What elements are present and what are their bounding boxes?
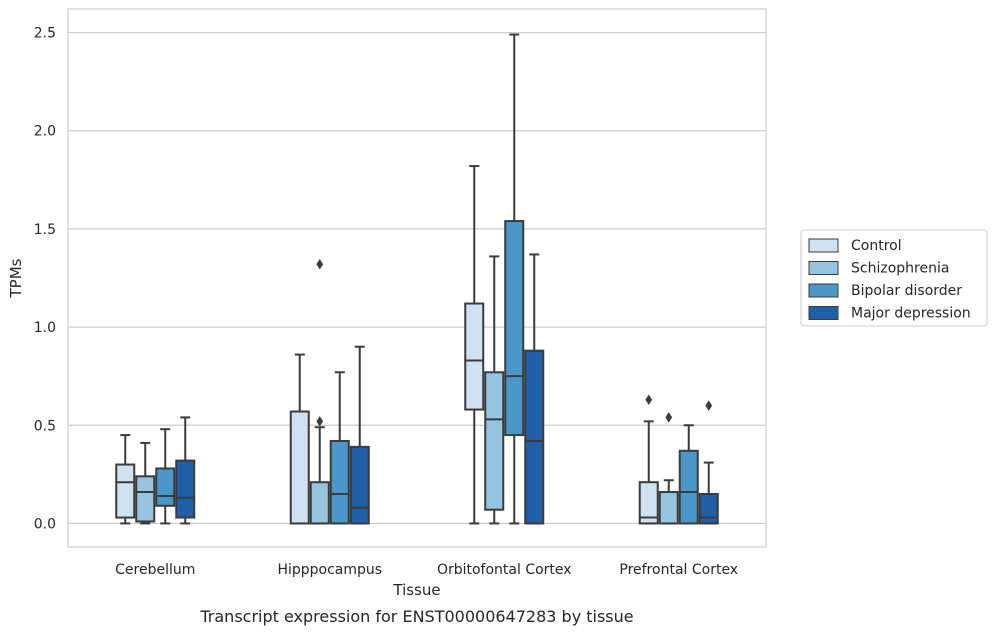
legend-swatch bbox=[808, 238, 839, 253]
iqr-box bbox=[484, 371, 505, 511]
box-prefrontal-cortex-control bbox=[638, 394, 659, 525]
outlier-point bbox=[316, 259, 324, 270]
iqr-box bbox=[309, 481, 330, 525]
iqr-box bbox=[329, 439, 350, 525]
box-prefrontal-cortex-major-depression bbox=[698, 400, 719, 525]
box-hipppocampus-schizophrenia bbox=[309, 259, 330, 525]
box-orbitofontal-cortex-major-depression bbox=[524, 253, 545, 525]
iqr-box bbox=[524, 349, 545, 525]
y-tick-label: 0.5 bbox=[34, 418, 56, 434]
x-tick-label-orbitofontal-cortex: Orbitofontal Cortex bbox=[437, 562, 572, 578]
series-control bbox=[115, 165, 659, 525]
chart-caption: Transcript expression for ENST0000064728… bbox=[199, 607, 633, 626]
iqr-box bbox=[349, 445, 370, 525]
x-tick-label-hipppocampus: Hipppocampus bbox=[277, 562, 382, 578]
legend-swatch bbox=[808, 306, 839, 320]
legend-item-schizophrenia: Schizophrenia bbox=[808, 261, 949, 277]
legend-item-bipolar-disorder: Bipolar disorder bbox=[808, 283, 962, 299]
x-tick-label-prefrontal-cortex: Prefrontal Cortex bbox=[619, 562, 738, 578]
legend-label: Control bbox=[851, 238, 902, 254]
iqr-box bbox=[678, 449, 699, 525]
box-orbitofontal-cortex-bipolar-disorder bbox=[504, 33, 525, 525]
y-tick-label: 0.0 bbox=[34, 516, 56, 532]
legend: Control Schizophrenia Bipolar disorder Majo… bbox=[800, 229, 988, 327]
box-hipppocampus-major-depression bbox=[349, 345, 370, 525]
series-schizophrenia bbox=[135, 255, 679, 525]
box-prefrontal-cortex-bipolar-disorder bbox=[678, 424, 699, 525]
box-orbitofontal-cortex-control bbox=[464, 165, 485, 525]
legend-label: Bipolar disorder bbox=[851, 283, 962, 299]
legend-frame bbox=[800, 229, 988, 327]
iqr-box bbox=[638, 481, 659, 525]
series-bipolar-disorder bbox=[155, 33, 699, 525]
y-tick-label: 2.0 bbox=[34, 124, 56, 140]
legend-item-control: Control bbox=[808, 238, 902, 254]
y-axis-ticks: 0.0 0.5 1.0 1.5 2.0 2.5 bbox=[34, 26, 56, 533]
plot-area bbox=[67, 8, 767, 548]
box-cerebellum-bipolar-disorder bbox=[155, 428, 176, 525]
box-prefrontal-cortex-schizophrenia bbox=[658, 412, 679, 525]
box-cerebellum-control bbox=[115, 434, 136, 525]
legend-label: Schizophrenia bbox=[851, 261, 949, 277]
iqr-box bbox=[658, 491, 679, 525]
box-hipppocampus-bipolar-disorder bbox=[329, 371, 350, 525]
box-hipppocampus-control bbox=[289, 353, 310, 525]
box-orbitofontal-cortex-schizophrenia bbox=[484, 255, 505, 525]
x-axis-label: Tissue bbox=[392, 581, 440, 599]
y-tick-label: 2.5 bbox=[34, 26, 56, 42]
gridlines bbox=[68, 31, 766, 525]
outlier-point bbox=[316, 416, 324, 427]
iqr-box bbox=[289, 410, 310, 525]
iqr-box bbox=[135, 475, 156, 523]
y-tick-label: 1.0 bbox=[34, 320, 56, 336]
iqr-box bbox=[115, 463, 136, 519]
legend-item-major-depression: Major depression bbox=[808, 306, 971, 322]
iqr-box bbox=[155, 467, 176, 507]
box-cerebellum-schizophrenia bbox=[135, 441, 156, 525]
iqr-box bbox=[504, 220, 525, 437]
y-tick-label: 1.5 bbox=[34, 222, 56, 238]
iqr-box bbox=[175, 459, 196, 519]
outlier-point bbox=[705, 400, 713, 411]
box-cerebellum-major-depression bbox=[175, 416, 196, 525]
y-axis-label: TPMs bbox=[7, 258, 25, 298]
outlier-point bbox=[645, 394, 653, 405]
iqr-box bbox=[464, 302, 485, 411]
iqr-box bbox=[698, 492, 719, 525]
x-axis-ticks: Cerebellum Hipppocampus Orbitofontal Corte… bbox=[115, 562, 738, 578]
legend-swatch bbox=[808, 261, 839, 275]
x-tick-label-cerebellum: Cerebellum bbox=[115, 562, 195, 578]
legend-label: Major depression bbox=[851, 306, 971, 322]
series-major-depression bbox=[175, 253, 719, 525]
legend-swatch bbox=[808, 283, 839, 298]
outlier-point bbox=[665, 412, 673, 423]
box-series bbox=[115, 33, 719, 525]
